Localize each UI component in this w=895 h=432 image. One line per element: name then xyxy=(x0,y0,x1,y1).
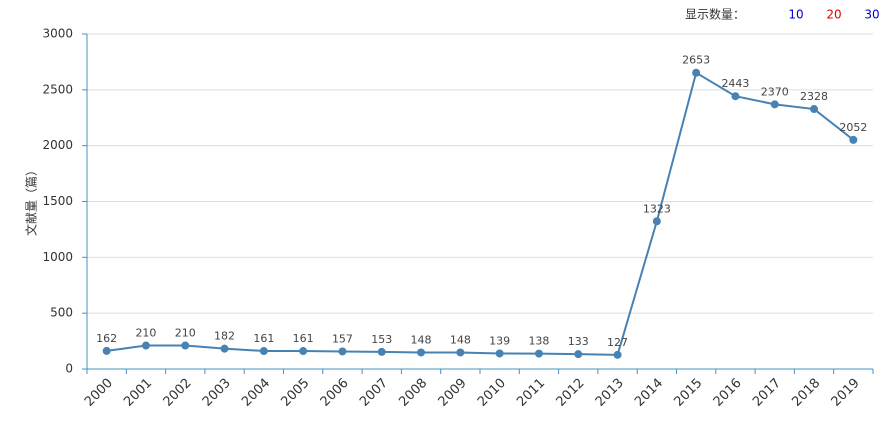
y-tick-label: 0 xyxy=(65,362,73,376)
value-label: 2370 xyxy=(761,85,789,98)
x-tick-label: 2015 xyxy=(671,376,705,410)
point xyxy=(692,68,701,77)
point xyxy=(534,349,543,358)
value-label: 161 xyxy=(253,332,274,345)
x-tick-label: 2018 xyxy=(789,376,823,410)
point xyxy=(299,347,308,356)
x-tick-label: 2003 xyxy=(200,376,234,410)
x-tick-label: 2002 xyxy=(161,376,195,410)
y-axis-label: 文献量（篇） xyxy=(24,164,39,236)
value-label: 148 xyxy=(450,333,471,346)
value-label: 162 xyxy=(96,332,117,345)
value-label: 161 xyxy=(293,332,314,345)
x-tick-label: 2016 xyxy=(711,376,745,410)
point xyxy=(102,346,111,355)
x-tick-label: 2010 xyxy=(475,376,509,410)
point xyxy=(377,347,386,356)
value-label: 182 xyxy=(214,330,235,343)
point xyxy=(495,349,504,358)
x-tick-label: 2007 xyxy=(357,376,391,410)
point xyxy=(652,217,661,226)
point xyxy=(181,341,190,350)
x-tick-label: 2017 xyxy=(750,376,784,410)
x-tick-label: 2004 xyxy=(239,376,273,410)
value-label: 2443 xyxy=(721,77,749,90)
value-label: 2653 xyxy=(682,54,710,67)
point xyxy=(338,347,347,356)
point xyxy=(220,344,229,353)
y-tick-label: 2500 xyxy=(42,82,73,96)
display-count-option[interactable]: 20 xyxy=(826,8,841,22)
point xyxy=(613,350,622,359)
x-tick-label: 2001 xyxy=(121,376,155,410)
value-label: 2328 xyxy=(800,90,828,103)
x-tick-label: 2011 xyxy=(514,376,548,410)
value-label: 2052 xyxy=(839,121,867,134)
point xyxy=(574,350,583,359)
line xyxy=(106,71,854,356)
x-tick-label: 2009 xyxy=(436,376,470,410)
x-tick-label: 2000 xyxy=(82,376,116,410)
y-tick-label: 1000 xyxy=(42,250,73,264)
y-tick-label: 3000 xyxy=(42,27,73,41)
point xyxy=(849,135,858,144)
value-label: 1323 xyxy=(643,202,671,215)
point xyxy=(456,348,465,357)
y-tick-label: 2000 xyxy=(42,138,73,152)
y-tick-label: 1500 xyxy=(42,194,73,208)
value-label: 153 xyxy=(371,333,392,346)
point xyxy=(810,105,819,114)
display-count-option[interactable]: 10 xyxy=(788,8,803,22)
display-count-label: 显示数量： xyxy=(685,7,745,22)
value-label: 210 xyxy=(175,327,196,340)
value-label: 127 xyxy=(607,336,628,349)
x-tick-label: 2008 xyxy=(396,376,430,410)
display-count-option[interactable]: 30 xyxy=(864,8,879,22)
point xyxy=(731,92,740,101)
x-tick-label: 2019 xyxy=(829,376,863,410)
point xyxy=(417,348,426,357)
value-label: 138 xyxy=(528,335,549,348)
value-label: 133 xyxy=(568,335,589,348)
value-label: 210 xyxy=(135,327,156,340)
value-label: 148 xyxy=(411,333,432,346)
x-tick-label: 2005 xyxy=(278,376,312,410)
value-label: 157 xyxy=(332,332,353,345)
point xyxy=(770,100,779,109)
point xyxy=(259,347,268,356)
x-tick-label: 2012 xyxy=(554,376,588,410)
x-tick-label: 2014 xyxy=(632,376,666,410)
x-tick-label: 2013 xyxy=(593,376,627,410)
x-tick-label: 2006 xyxy=(318,376,352,410)
point xyxy=(141,341,150,350)
value-label: 139 xyxy=(489,334,510,347)
y-tick-label: 500 xyxy=(50,306,73,320)
